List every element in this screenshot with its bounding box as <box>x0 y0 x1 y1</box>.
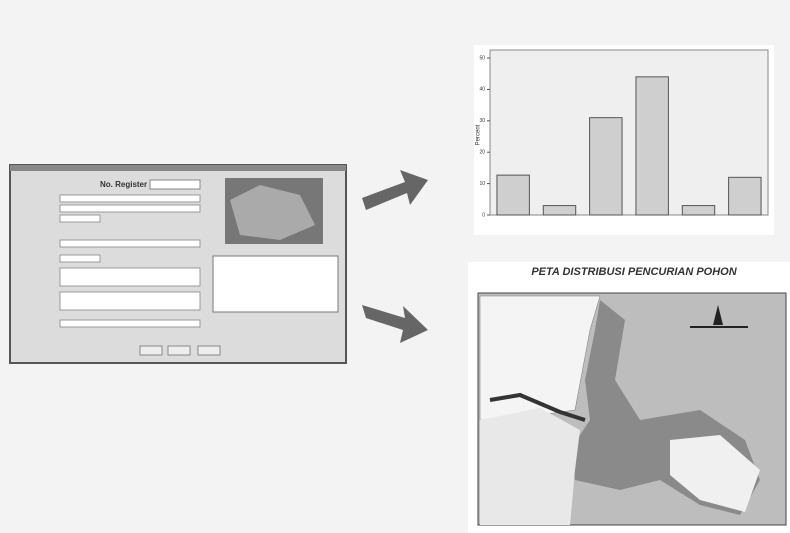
y-tick-label: 10 <box>479 181 485 187</box>
land-area <box>480 408 580 525</box>
bar <box>542 205 577 216</box>
y-tick-label: 30 <box>479 118 485 124</box>
land-area <box>670 435 760 512</box>
arrow <box>362 170 428 210</box>
map-title: PETA DISTRIBUSI PENCURIAN POHON <box>531 266 737 278</box>
bars: 0 10 20 30 40 50 <box>479 55 762 218</box>
plot-area <box>489 49 769 216</box>
buttons <box>139 345 221 356</box>
window-titlebar <box>10 165 346 171</box>
bar <box>496 174 530 216</box>
field <box>149 179 201 190</box>
north-arrow <box>713 305 723 325</box>
register-label: No. Register <box>100 180 147 189</box>
bar <box>635 76 669 216</box>
y-tick-label: 20 <box>479 150 485 156</box>
photo-detail <box>230 185 315 240</box>
form-fields <box>59 194 201 328</box>
y-tick-label: 50 <box>479 55 485 61</box>
bar <box>728 176 762 216</box>
coastline <box>489 392 586 422</box>
bar <box>589 117 623 216</box>
y-axis-label: Percent <box>476 124 482 145</box>
table <box>212 255 339 313</box>
bar <box>681 205 716 216</box>
y-tick-label: 0 <box>482 212 485 218</box>
form-window: No. Register <box>9 164 347 364</box>
arrow <box>362 305 428 343</box>
y-tick-label: 40 <box>479 87 485 93</box>
